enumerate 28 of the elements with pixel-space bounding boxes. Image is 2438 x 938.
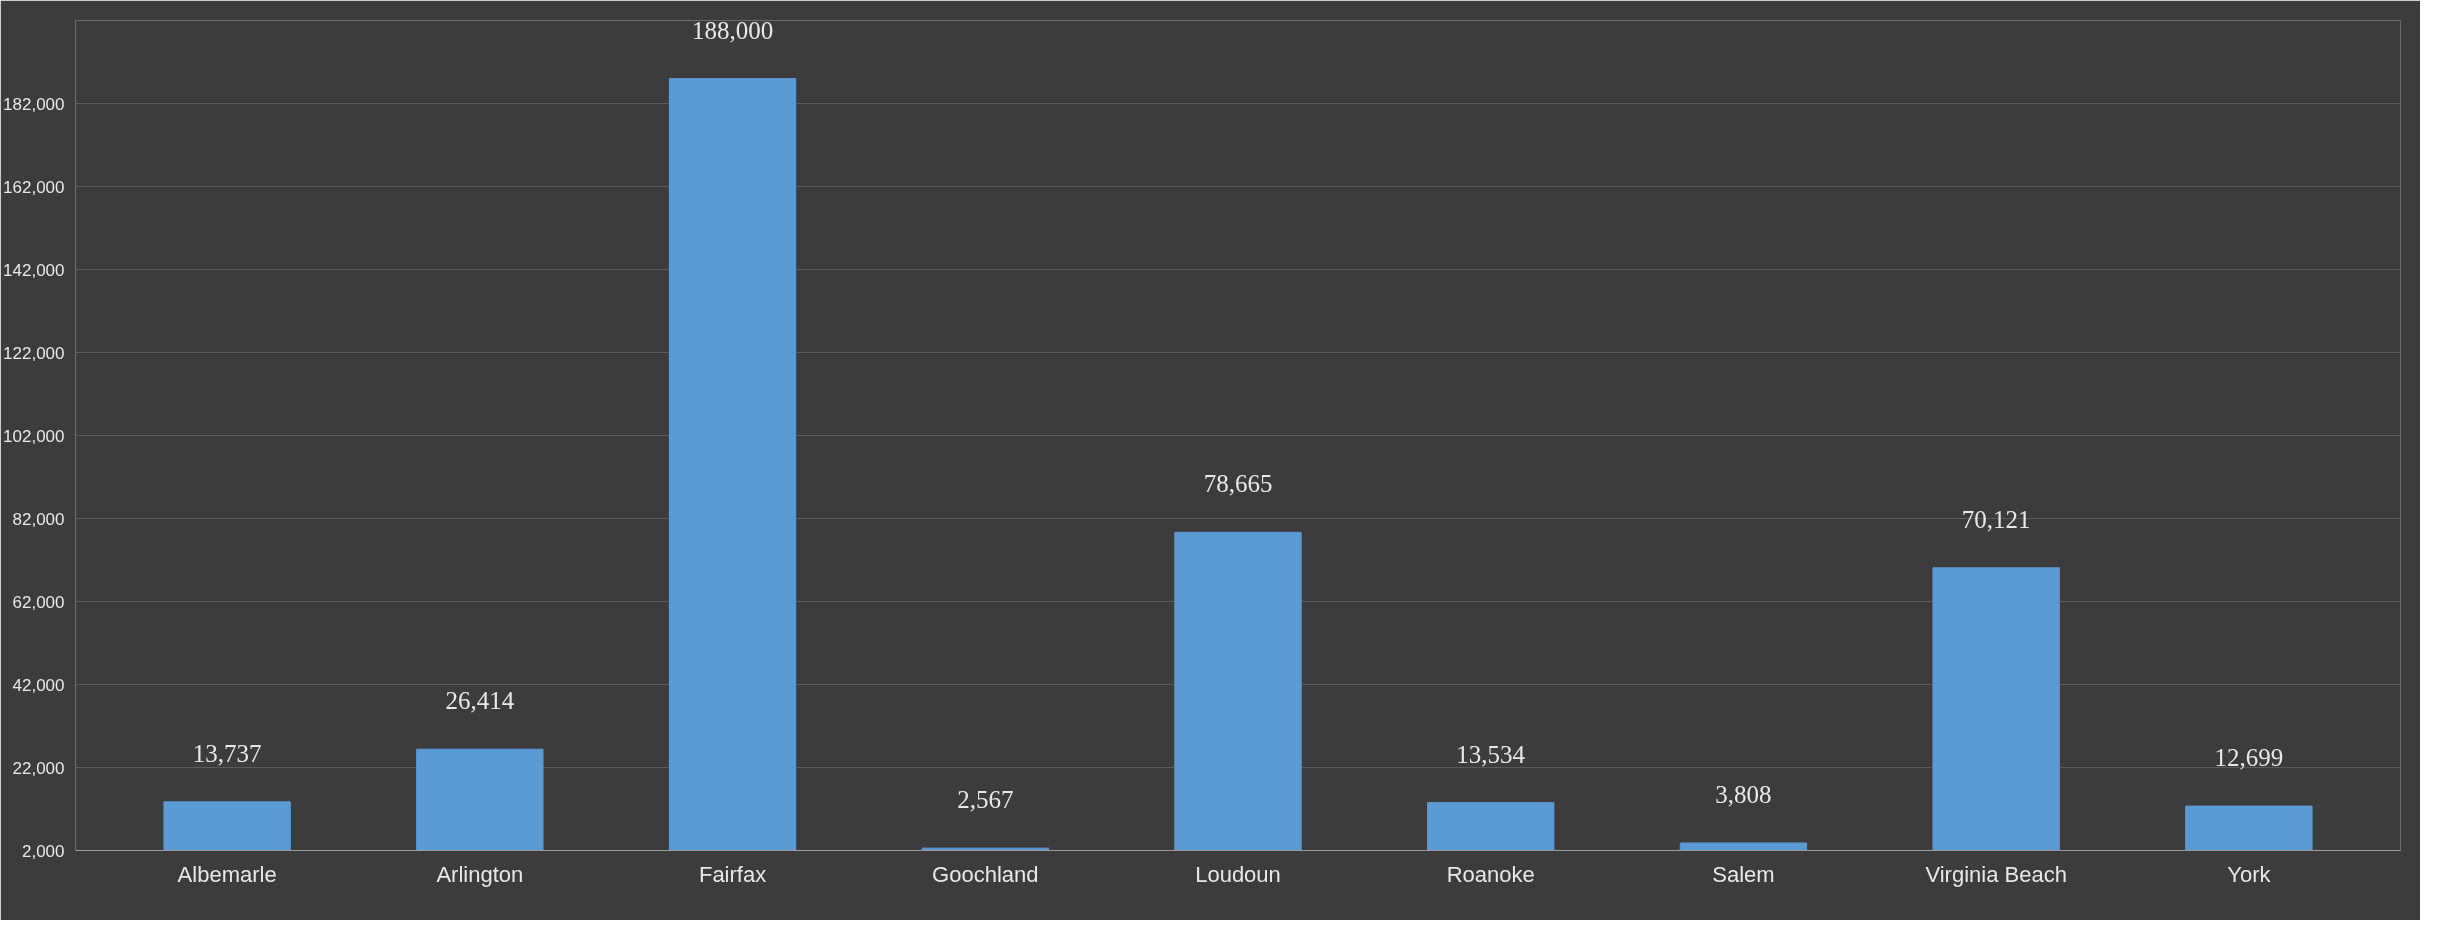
x-tick-label: Fairfax <box>698 861 767 887</box>
data-label: 13,737 <box>192 739 262 767</box>
y-tick-label: 162,000 <box>3 177 65 197</box>
x-tick-label: Salem <box>1712 861 1775 887</box>
x-tick-label: Roanoke <box>1446 861 1535 887</box>
data-label: 70,121 <box>1961 505 2031 533</box>
y-tick-label: 2,000 <box>21 841 65 861</box>
data-label: 78,665 <box>1203 470 1273 498</box>
data-label: 12,699 <box>2214 744 2284 772</box>
data-label: 2,567 <box>957 786 1014 814</box>
data-label: 188,000 <box>691 16 774 44</box>
y-tick-label: 62,000 <box>12 592 65 612</box>
x-tick-label: Loudoun <box>1195 861 1281 887</box>
data-label: 26,414 <box>445 687 515 715</box>
y-tick-label: 42,000 <box>12 675 65 695</box>
y-tick-label: 102,000 <box>3 426 65 446</box>
y-tick-label: 82,000 <box>12 509 65 529</box>
y-tick-label: 182,000 <box>3 94 65 114</box>
data-label: 13,534 <box>1456 740 1526 768</box>
data-label: 3,808 <box>1715 781 1772 808</box>
x-tick-label: Goochland <box>932 861 1039 887</box>
x-tick-label: Arlington <box>436 861 524 887</box>
x-tick-label: York <box>2227 861 2272 887</box>
x-tick-label: Virginia Beach <box>1925 861 2067 887</box>
x-tick-label: Albemarle <box>177 861 277 887</box>
y-tick-label: 22,000 <box>12 758 65 778</box>
y-tick-label: 142,000 <box>3 260 65 280</box>
y-tick-label: 122,000 <box>3 343 65 363</box>
